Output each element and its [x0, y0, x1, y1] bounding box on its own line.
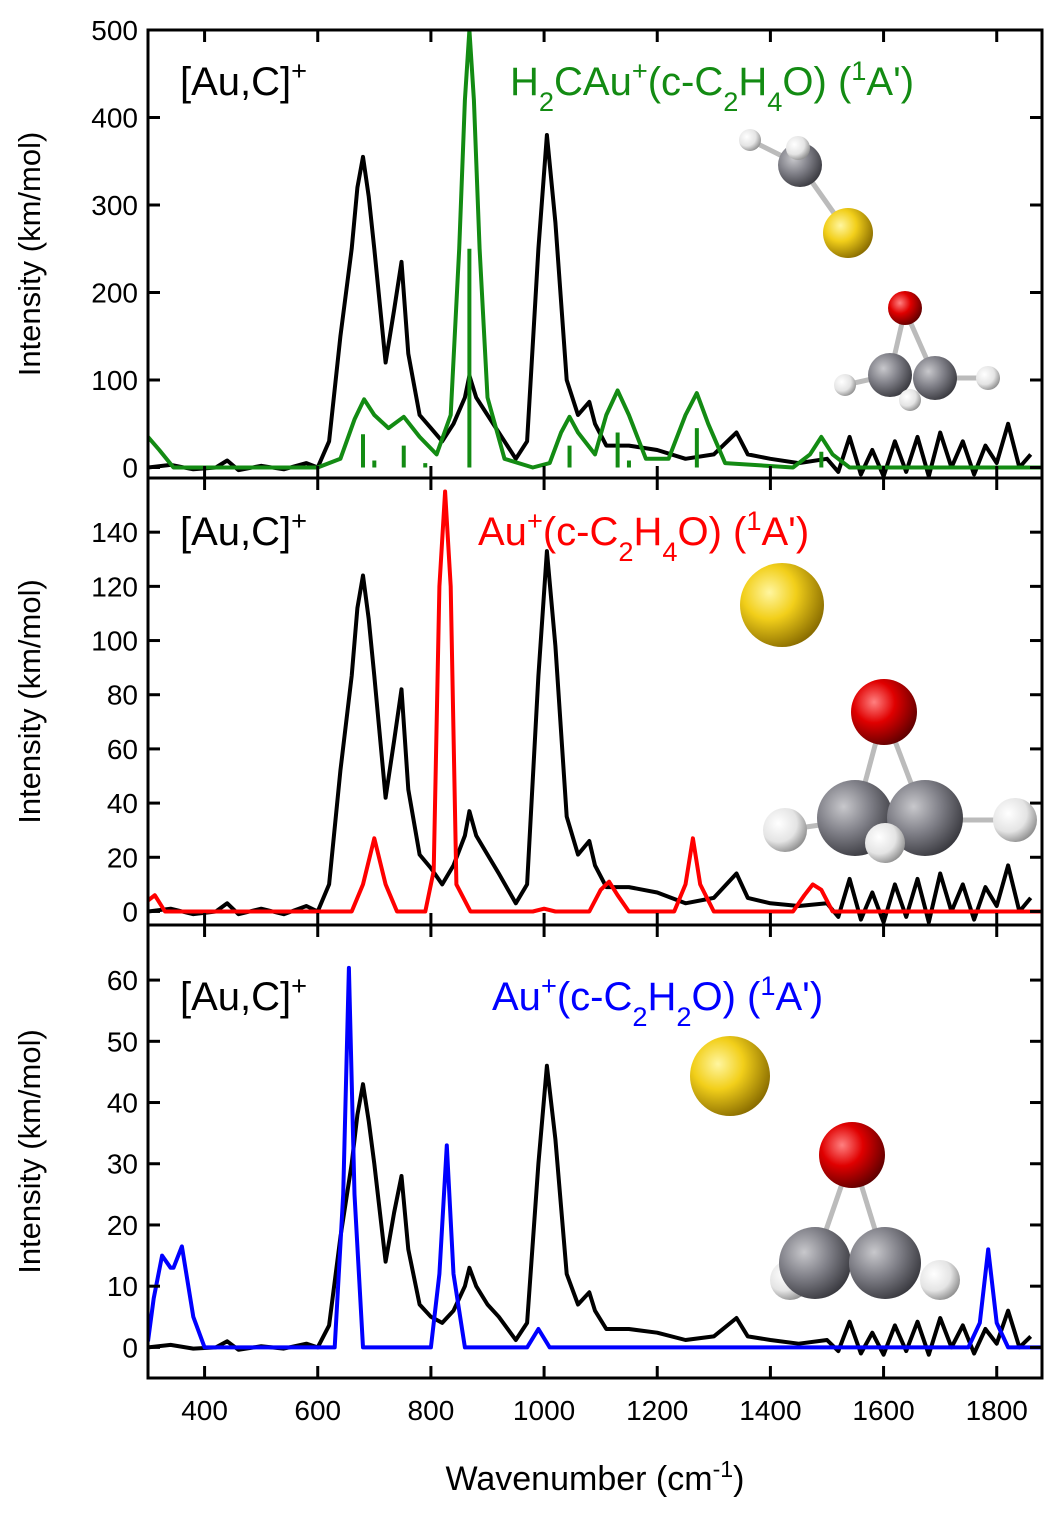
- x-axis-label: Wavenumber (cm-1): [446, 1456, 745, 1498]
- y-axis-label: Intensity (km/mol): [12, 1029, 47, 1274]
- y-tick-label: 80: [107, 680, 138, 711]
- x-tick-label: 1200: [626, 1395, 688, 1426]
- annotation: Au+(c-C2H4O) (1A'): [478, 505, 809, 567]
- text-part: H: [647, 975, 676, 1019]
- y-tick-label: 100: [91, 626, 138, 657]
- y-axis-label: Intensity (km/mol): [12, 132, 47, 377]
- y-tick-label: 200: [91, 278, 138, 309]
- text-part: [Au,C]: [180, 510, 291, 554]
- text-part: +: [632, 55, 648, 86]
- y-tick-label: 0: [122, 896, 138, 927]
- x-tick-label: 1400: [739, 1395, 801, 1426]
- text-part: (c-C: [543, 510, 619, 554]
- x-tick-label: 1800: [966, 1395, 1028, 1426]
- text-part: -1: [713, 1456, 734, 1482]
- text-part: H: [738, 60, 767, 104]
- molecule-illustrations: [690, 129, 1037, 1300]
- y-tick-label: 300: [91, 190, 138, 221]
- y-tick-label: 140: [91, 517, 138, 548]
- y-tick-label: 0: [122, 453, 138, 484]
- text-part: [Au,C]: [180, 60, 291, 104]
- x-tick-label: 600: [294, 1395, 341, 1426]
- molecule-3: [690, 1036, 960, 1300]
- text-part: 1: [760, 970, 775, 1001]
- x-tick-label: 1600: [852, 1395, 914, 1426]
- y-tick-label: 30: [107, 1149, 138, 1180]
- text-part: [Au,C]: [180, 975, 291, 1019]
- annotation: [Au,C]+: [180, 970, 307, 1020]
- text-part: 1: [851, 55, 866, 86]
- annotation: [Au,C]+: [180, 505, 307, 555]
- molecule-1: [739, 129, 1000, 411]
- x-tick-label: 800: [408, 1395, 455, 1426]
- text-part: Au: [492, 975, 541, 1019]
- text-part: +: [291, 505, 307, 536]
- text-part: 4: [662, 536, 677, 567]
- y-tick-label: 120: [91, 571, 138, 602]
- y-tick-label: 40: [107, 1088, 138, 1119]
- text-part: (c-C: [648, 60, 724, 104]
- text-part: A'): [776, 975, 824, 1019]
- y-tick-label: 60: [107, 965, 138, 996]
- y-tick-label: 10: [107, 1271, 138, 1302]
- text-part: 2: [676, 1001, 691, 1032]
- text-part: Au: [478, 510, 527, 554]
- text-part: A'): [762, 510, 810, 554]
- y-tick-label: 20: [107, 842, 138, 873]
- text-part: A'): [866, 60, 914, 104]
- y-tick-label: 20: [107, 1210, 138, 1241]
- panel: 0 100 200 300 400 500 Intensity (km/mol) [Au,C]…: [12, 15, 1042, 484]
- text-part: O) (: [782, 60, 852, 104]
- y-tick-label: 40: [107, 788, 138, 819]
- text-part: 2: [618, 536, 633, 567]
- text-part: H: [633, 510, 662, 554]
- text-part: +: [527, 505, 543, 536]
- text-part: 4: [767, 86, 782, 117]
- text-part: H: [510, 60, 539, 104]
- spectrum-line: [148, 1066, 1031, 1355]
- y-tick-label: 500: [91, 15, 138, 46]
- text-part: 2: [539, 86, 554, 117]
- text-part: 2: [632, 1001, 647, 1032]
- annotation: H2CAu+(c-C2H4O) (1A'): [510, 55, 914, 117]
- x-tick-label: 400: [181, 1395, 228, 1426]
- text-part: +: [291, 970, 307, 1001]
- y-tick-label: 50: [107, 1026, 138, 1057]
- text-part: +: [541, 970, 557, 1001]
- y-tick-label: 400: [91, 103, 138, 134]
- text-part: Wavenumber (cm: [446, 1460, 713, 1498]
- text-part: 2: [723, 86, 738, 117]
- panel: 0 10 20 30 40 50 60 400 600 800 1000 1200 1400 1600 18…: [12, 925, 1042, 1498]
- text-part: +: [291, 55, 307, 86]
- text-part: CAu: [554, 60, 632, 104]
- annotation: Au+(c-C2H2O) (1A'): [492, 970, 823, 1032]
- figure: 0100200300400500Intensity (km/mol)[Au,C]…: [0, 0, 1045, 1517]
- y-tick-label: 100: [91, 365, 138, 396]
- y-tick-label: 60: [107, 734, 138, 765]
- plot-area: [148, 968, 1042, 1355]
- text-part: ): [733, 1460, 744, 1498]
- annotation: [Au,C]+: [180, 55, 307, 105]
- molecule-2: [740, 563, 1037, 863]
- text-part: (c-C: [557, 975, 633, 1019]
- text-part: 1: [746, 505, 761, 536]
- text-part: O) (: [678, 510, 748, 554]
- text-part: O) (: [692, 975, 762, 1019]
- x-tick-label: 1000: [513, 1395, 575, 1426]
- y-axis-label: Intensity (km/mol): [12, 579, 47, 824]
- y-tick-label: 0: [122, 1332, 138, 1363]
